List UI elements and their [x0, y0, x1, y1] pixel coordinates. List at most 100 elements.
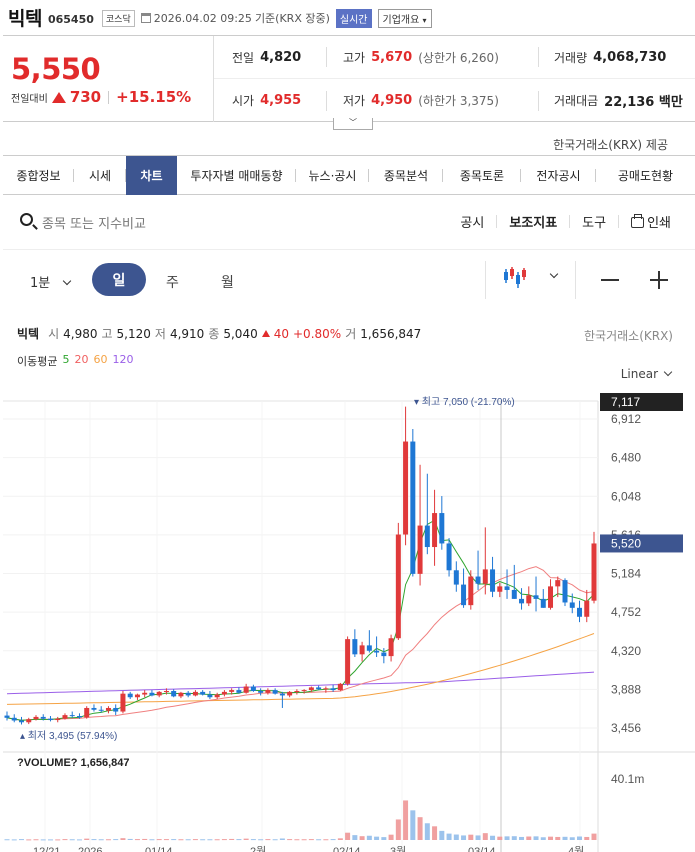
x-tick-label: 2026: [78, 846, 102, 852]
minute-select[interactable]: 1분: [30, 272, 72, 291]
volume-bar: [214, 839, 220, 841]
period-day-button[interactable]: 일: [92, 263, 146, 296]
info-low: 4,910: [169, 326, 205, 341]
info-name: 빅텍: [17, 327, 40, 341]
tab-news-notice[interactable]: 뉴스·공시: [296, 156, 369, 195]
price-chart[interactable]: 6,9126,4806,0485,6165,1844,7524,3203,888…: [0, 385, 695, 852]
candle-body: [461, 584, 467, 606]
candle-body: [207, 694, 213, 698]
x-tick-label: 12/21: [33, 846, 61, 852]
realtime-badge[interactable]: 실시간: [335, 8, 372, 28]
moving-average-legend[interactable]: 이동평균 5 20 60 120: [17, 353, 133, 369]
exchange-label: 한국거래소(KRX): [584, 329, 673, 343]
notice-button[interactable]: 공시: [460, 216, 485, 231]
volume-bar: [76, 839, 82, 841]
candle-body: [40, 716, 46, 719]
x-tick-label: 01/14: [145, 846, 173, 852]
chevron-down-icon[interactable]: [549, 269, 559, 279]
candlestick-icon[interactable]: [503, 266, 527, 290]
info-volume-label: 거: [345, 327, 357, 341]
tools-button[interactable]: 도구: [582, 216, 607, 231]
expand-quote-button[interactable]: ﹀: [333, 118, 373, 130]
data-provider: 한국거래소(KRX) 제공: [553, 138, 668, 152]
low-cell: 저가 4,950 (하한가 3,375): [327, 79, 538, 122]
candle-body: [76, 716, 82, 718]
volume-bar: [40, 839, 46, 841]
candle-body: [171, 690, 177, 697]
volume-bar: [337, 838, 343, 840]
candle-body: [569, 602, 575, 608]
scale-select[interactable]: Linear: [621, 367, 673, 381]
amount-label: 거래대금: [554, 94, 599, 108]
period-week-button[interactable]: 주: [166, 275, 179, 291]
open-value: 4,955: [260, 93, 302, 108]
quote-grid: 전일 4,820 고가 5,670 (상한가 6,260) 거래량 4,068,…: [213, 36, 695, 122]
volume-bar: [490, 835, 496, 840]
tab-discussion[interactable]: 종목토론: [443, 156, 521, 195]
volume-bar: [272, 839, 278, 841]
candle-body: [395, 534, 401, 639]
top-price-label: 7,117: [611, 395, 640, 409]
volume-bar: [200, 839, 206, 841]
volume-bar: [446, 833, 452, 840]
info-change-pct: +0.80%: [293, 326, 342, 341]
candle-body: [439, 513, 445, 544]
quote-panel: 5,550 전일대비 730 +15.15% 전일 4,820 고가 5,670…: [3, 35, 695, 122]
volume-bar: [69, 839, 75, 841]
chevron-down-icon: ▾: [422, 15, 427, 25]
candle-body: [229, 690, 235, 692]
lower-limit: (하한가 3,375): [418, 94, 499, 108]
info-high-label: 고: [101, 327, 113, 341]
search-icon[interactable]: [20, 213, 33, 226]
chart-toolbar-period: 1분 일 주 월: [3, 251, 695, 309]
basis-text: 기준(KRX 장중): [254, 12, 330, 25]
candle-body: [432, 513, 438, 548]
tab-quotes[interactable]: 시세: [74, 156, 126, 195]
print-button[interactable]: 인쇄: [631, 212, 671, 231]
candle-body: [185, 692, 191, 696]
tab-overview[interactable]: 종합정보: [3, 156, 74, 195]
y-tick-label: 4,752: [611, 605, 641, 619]
tab-analysis[interactable]: 종목분석: [369, 156, 443, 195]
candle-body: [352, 639, 358, 655]
candle-body: [388, 638, 394, 657]
tab-short-selling[interactable]: 공매도현황: [617, 169, 674, 183]
volume-bar: [403, 800, 409, 840]
zoom-out-icon[interactable]: [601, 279, 619, 281]
volume-bar: [540, 837, 546, 840]
candle-body: [178, 692, 184, 697]
volume-bar: [142, 838, 148, 840]
zoom-in-icon[interactable]: [650, 271, 668, 289]
prev-close-cell: 전일 4,820: [214, 36, 326, 79]
compare-search-input[interactable]: 종목 또는 지수비교: [42, 217, 146, 232]
open-label: 시가: [232, 94, 255, 108]
indicator-button[interactable]: 보조지표: [509, 216, 558, 231]
volume-bar: [47, 839, 53, 841]
volume-bar: [207, 839, 213, 841]
volume-bar: [381, 837, 387, 840]
volume-bar: [236, 839, 242, 841]
candle-body: [214, 694, 220, 698]
divider: [538, 47, 539, 67]
volume-bar: [185, 839, 191, 841]
period-month-button[interactable]: 월: [221, 275, 234, 291]
company-overview-label: 기업개요: [382, 14, 420, 26]
volume-bar: [229, 838, 235, 840]
tab-investor-trading[interactable]: 투자자별 매매동향: [177, 156, 296, 195]
tab-disclosure[interactable]: 전자공시: [521, 156, 596, 195]
up-triangle-icon: [51, 91, 66, 103]
datetime-text: 2026.04.02 09:25: [153, 11, 252, 25]
candle-body: [482, 569, 488, 584]
volume-bar: [366, 835, 372, 840]
volume-bar: [330, 839, 336, 841]
volume-bar: [511, 836, 517, 840]
candle-body: [533, 595, 539, 599]
tab-chart[interactable]: 차트: [126, 156, 177, 195]
company-overview-button[interactable]: 기업개요 ▾: [377, 8, 432, 28]
candle-body: [134, 694, 140, 698]
candle-body: [120, 693, 126, 712]
info-open-label: 시: [48, 327, 60, 341]
volume-value: 4,068,730: [593, 50, 667, 65]
amount-value: 22,136 백만: [604, 95, 683, 110]
candle-body: [163, 690, 169, 692]
